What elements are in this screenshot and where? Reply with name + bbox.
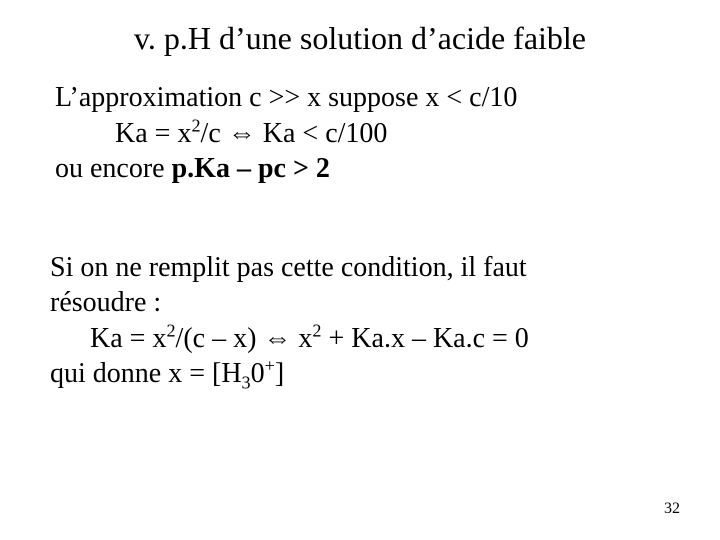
p2-line3: Ka = x2/(c – x) ⇔ x2 + Ka.x – Ka.c = 0 [50, 320, 670, 356]
paragraph-2: Si on ne remplit pas cette condition, il… [50, 250, 670, 391]
p2-line4: qui donne x = [H30+] [50, 356, 670, 391]
p1-line2: Ka = x2/c ⇔ Ka < c/100 [55, 115, 675, 151]
p2-l3-mid2: x [291, 323, 312, 354]
double-arrow-icon: ⇔ [228, 117, 256, 148]
page-number: 32 [664, 500, 680, 518]
paragraph-1: L’approximation c >> x suppose x < c/10 … [55, 80, 675, 186]
p2-l4-sup: + [265, 356, 275, 376]
p2-l4-sub: 3 [242, 373, 251, 393]
p2-l4-b: 0 [251, 358, 265, 389]
p2-l3-sup1: 2 [166, 321, 175, 341]
p2-l3-prefix: Ka = x [90, 323, 166, 354]
p2-line1: Si on ne remplit pas cette condition, il… [50, 250, 670, 285]
p1-l3-bold: p.Ka – pc > 2 [172, 153, 330, 184]
p1-l2-mid: /c [201, 118, 228, 149]
p1-l2-prefix: Ka = x [115, 118, 191, 149]
double-arrow-icon: ⇔ [263, 322, 291, 353]
slide-title: v. p.H d’une solution d’acide faible [0, 20, 720, 57]
p2-line2: résoudre : [50, 285, 670, 320]
p1-line1: L’approximation c >> x suppose x < c/10 [55, 80, 675, 115]
p1-l3-a: ou encore [55, 153, 172, 184]
p1-l2-sup: 2 [191, 116, 200, 136]
p2-l3-after: + Ka.x – Ka.c = 0 [322, 323, 529, 354]
p1-l2-after: Ka < c/100 [256, 118, 388, 149]
p2-l3-mid1: /(c – x) [176, 323, 264, 354]
p2-l4-c: ] [275, 358, 284, 389]
p2-l4-a: qui donne x = [H [50, 358, 242, 389]
p2-l3-sup2: 2 [312, 321, 321, 341]
p1-line3: ou encore p.Ka – pc > 2 [55, 151, 675, 186]
